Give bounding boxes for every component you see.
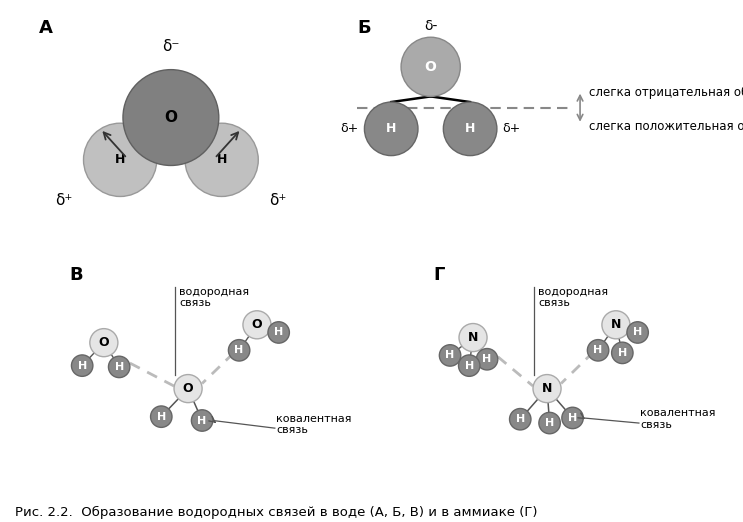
Text: H: H: [386, 122, 396, 135]
Circle shape: [174, 375, 202, 402]
Text: H: H: [446, 350, 455, 360]
Circle shape: [510, 409, 531, 430]
Text: δ+: δ+: [340, 122, 359, 135]
Circle shape: [83, 123, 157, 196]
Text: H: H: [157, 412, 166, 422]
Circle shape: [539, 412, 560, 434]
Text: В: В: [69, 266, 83, 284]
Text: H: H: [633, 327, 642, 337]
Circle shape: [562, 407, 583, 429]
Circle shape: [151, 406, 172, 428]
Circle shape: [401, 37, 460, 97]
Circle shape: [533, 375, 561, 402]
Text: H: H: [198, 416, 207, 425]
Text: O: O: [425, 60, 437, 74]
Circle shape: [243, 311, 271, 339]
Circle shape: [228, 340, 250, 361]
Text: Б: Б: [357, 19, 371, 37]
Circle shape: [90, 329, 118, 357]
Text: δ⁻: δ⁻: [162, 39, 180, 54]
Text: O: O: [252, 318, 262, 331]
Text: δ⁺: δ⁺: [269, 193, 287, 208]
Circle shape: [588, 340, 609, 361]
Text: N: N: [468, 331, 478, 344]
Text: δ+: δ+: [502, 122, 521, 135]
Text: H: H: [545, 418, 554, 428]
Circle shape: [123, 69, 218, 165]
Circle shape: [459, 324, 487, 352]
Text: H: H: [482, 354, 492, 364]
Text: H: H: [464, 361, 474, 371]
Text: Г: Г: [433, 266, 445, 284]
Text: H: H: [115, 153, 126, 167]
Text: слегка отрицательная область: слегка отрицательная область: [588, 86, 743, 99]
Circle shape: [611, 342, 633, 364]
Circle shape: [627, 322, 649, 343]
Text: А: А: [39, 19, 52, 37]
Circle shape: [444, 102, 497, 156]
Text: H: H: [216, 153, 227, 167]
Circle shape: [458, 355, 480, 376]
Circle shape: [185, 123, 259, 196]
Text: O: O: [164, 110, 178, 125]
Text: H: H: [516, 414, 525, 424]
Circle shape: [108, 356, 130, 377]
Text: ковалентная
связь: ковалентная связь: [640, 408, 716, 430]
Circle shape: [602, 311, 630, 339]
Text: H: H: [77, 361, 87, 371]
Circle shape: [71, 355, 93, 376]
Circle shape: [364, 102, 418, 156]
Text: N: N: [542, 382, 552, 395]
Text: N: N: [611, 318, 621, 331]
Text: H: H: [617, 348, 627, 358]
Text: водородная
связь: водородная связь: [179, 287, 249, 308]
Text: H: H: [568, 413, 577, 423]
Text: O: O: [183, 382, 193, 395]
Text: H: H: [594, 346, 603, 355]
Text: H: H: [114, 362, 124, 372]
Circle shape: [192, 410, 212, 431]
Circle shape: [439, 345, 461, 366]
Text: водородная
связь: водородная связь: [538, 287, 609, 308]
Circle shape: [268, 322, 289, 343]
Text: O: O: [99, 336, 109, 349]
Text: ковалентная
связь: ковалентная связь: [276, 413, 351, 435]
Text: Рис. 2.2.  Образование водородных связей в воде (А, Б, В) и в аммиаке (Г): Рис. 2.2. Образование водородных связей …: [15, 506, 537, 519]
Text: H: H: [274, 327, 283, 337]
Text: H: H: [465, 122, 476, 135]
Text: δ⁺: δ⁺: [55, 193, 73, 208]
Text: слегка положительная область: слегка положительная область: [588, 120, 743, 133]
Text: δ-: δ-: [424, 19, 438, 33]
Circle shape: [476, 349, 498, 370]
Text: H: H: [235, 346, 244, 355]
